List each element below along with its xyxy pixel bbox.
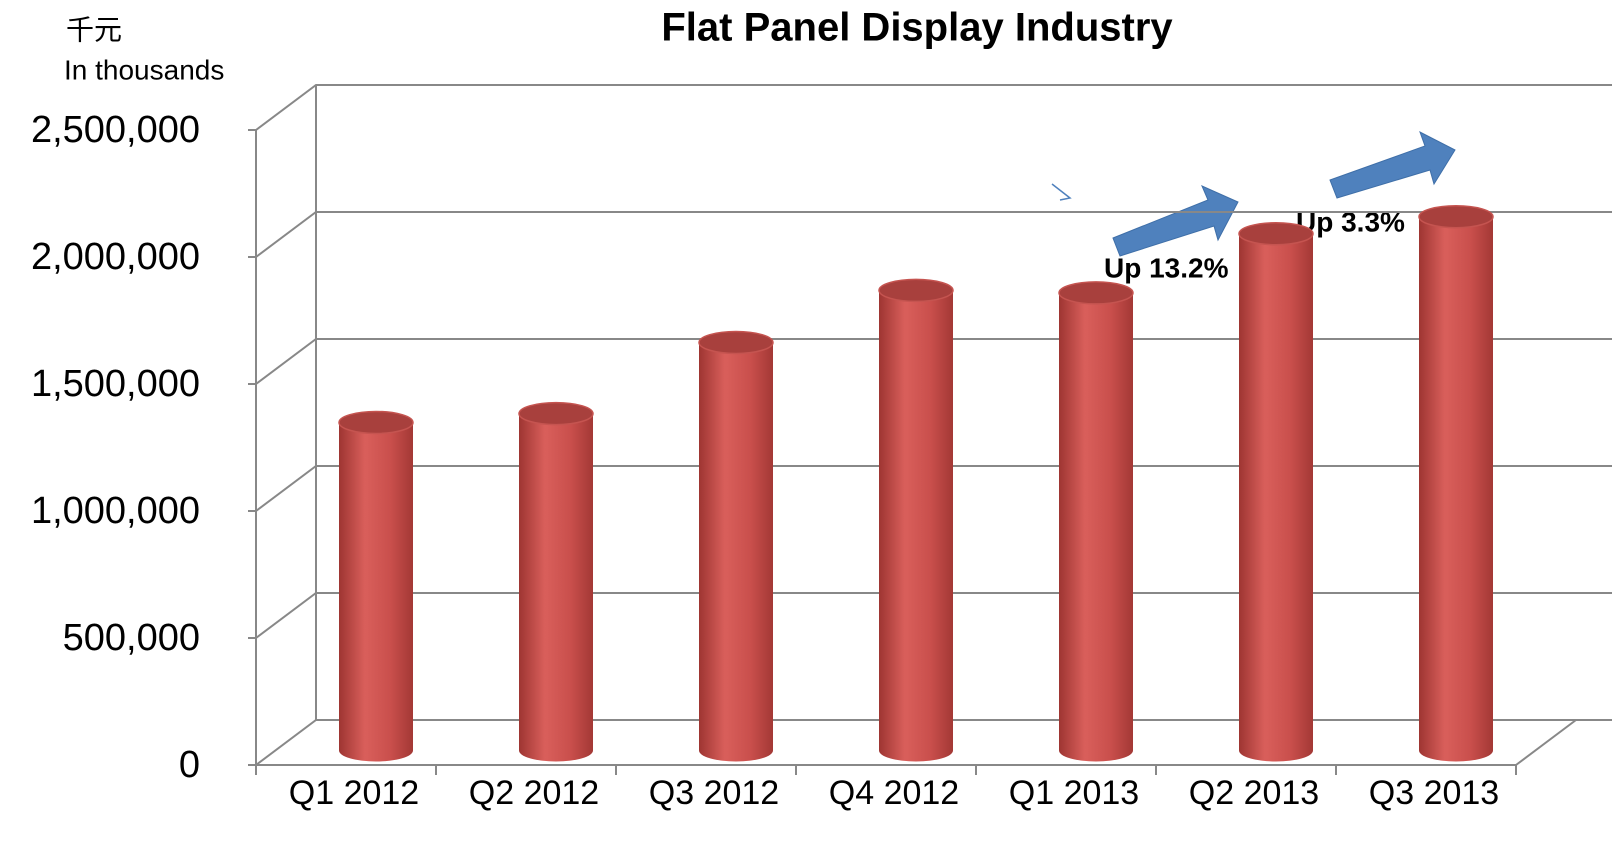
y-tick-label: 1,000,000 — [31, 490, 200, 532]
bar-top — [518, 401, 594, 426]
bar-top — [698, 330, 774, 355]
x-tick-label: Q4 2012 — [829, 774, 959, 812]
y-tick-label: 500,000 — [63, 617, 200, 659]
arrow — [1329, 130, 1456, 199]
x-tick-label: Q1 2012 — [289, 774, 419, 812]
grid-line — [255, 211, 1612, 258]
bar — [1419, 216, 1493, 762]
grid-line — [255, 84, 1612, 131]
x-tick-label: Q2 2012 — [469, 774, 599, 812]
annotation: Up 13.2% — [1104, 252, 1229, 283]
y-tick-label: 0 — [179, 744, 200, 786]
grid-line — [255, 338, 1612, 385]
bar — [1059, 292, 1133, 762]
grid-line — [255, 719, 1612, 766]
grid-line — [255, 592, 1612, 639]
bar — [699, 342, 773, 762]
bar — [879, 290, 953, 762]
y-tick-label: 2,500,000 — [31, 109, 200, 151]
y-tick-label: 2,000,000 — [31, 236, 200, 278]
bar — [1239, 233, 1313, 762]
arrow — [1112, 185, 1239, 257]
bar-top — [1238, 221, 1314, 246]
y-tick-label: 1,500,000 — [31, 363, 200, 405]
axis-line — [1515, 719, 1577, 766]
bar-top — [338, 410, 414, 435]
bar-top — [1058, 281, 1134, 305]
x-tick-label: Q1 2013 — [1009, 774, 1139, 812]
x-tick-label: Q3 2012 — [649, 774, 779, 812]
unit-label-en: In thousands — [64, 54, 224, 85]
x-tick-label: Q3 2013 — [1369, 774, 1499, 812]
grid-line — [255, 465, 1612, 512]
bar — [519, 413, 593, 762]
bar — [339, 422, 413, 762]
x-tick-label: Q2 2013 — [1189, 774, 1319, 812]
chart-title: Flat Panel Display Industry — [661, 6, 1173, 50]
bar-top — [878, 278, 954, 303]
unit-label: 千元 — [66, 14, 122, 47]
arrow-marker — [1051, 183, 1072, 201]
bar-top — [1418, 204, 1494, 229]
